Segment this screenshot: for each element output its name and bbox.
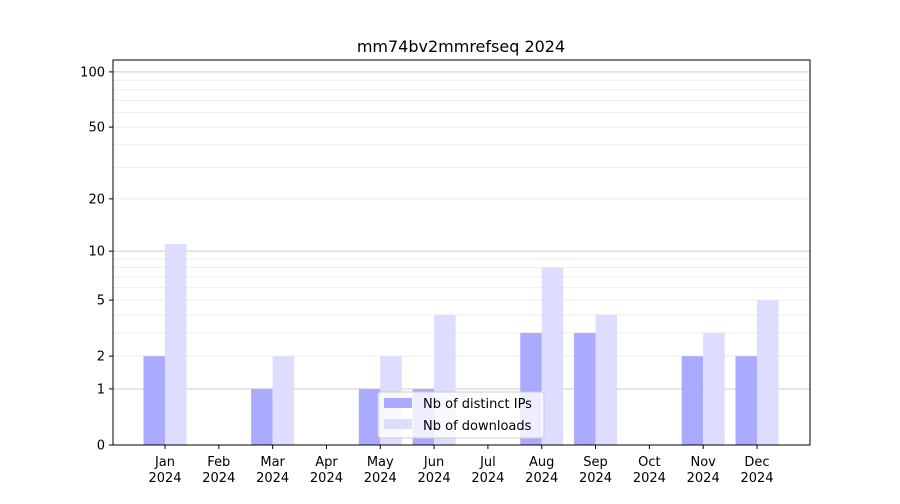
bar-ips <box>143 356 165 445</box>
bar-downloads <box>595 314 618 445</box>
x-tick-label-month: Mar <box>260 455 285 470</box>
grid <box>113 71 810 390</box>
x-tick-label-year: 2024 <box>418 471 451 486</box>
x-tick-label-year: 2024 <box>740 471 773 486</box>
y-axis: 0 1 2 5 10 20 50 100 <box>80 65 113 454</box>
legend: Nb of distinct IPs Nb of downloads <box>377 391 545 439</box>
x-tick-label-year: 2024 <box>471 471 504 486</box>
x-tick-label-month: May <box>367 455 394 470</box>
x-tick-label-year: 2024 <box>256 471 289 486</box>
x-tick-label-year: 2024 <box>687 471 720 486</box>
x-tick-label-month: Oct <box>638 455 660 470</box>
x-tick-label-month: Sep <box>583 455 608 470</box>
x-tick-label-year: 2024 <box>148 471 181 486</box>
bar-downloads <box>703 332 725 445</box>
x-tick-label-month: Feb <box>207 455 230 470</box>
x-tick-label-month: Jun <box>423 455 444 470</box>
x-tick-label-month: Jul <box>479 455 496 470</box>
bar-ips <box>358 388 381 445</box>
bar-ips <box>251 388 273 445</box>
bar-downloads <box>541 267 564 445</box>
chart-title: mm74bv2mmrefseq 2024 <box>357 37 565 56</box>
y-tick-label: 20 <box>88 192 105 207</box>
y-tick-label: 2 <box>97 350 105 365</box>
y-tick-label: 1 <box>97 382 105 397</box>
x-tick-label-month: Jan <box>154 455 175 470</box>
x-tick-label-year: 2024 <box>525 471 558 486</box>
bar-ips <box>735 356 757 445</box>
x-tick-label-year: 2024 <box>579 471 612 486</box>
bar-ips <box>681 356 704 445</box>
bar-ips <box>574 332 596 445</box>
legend-swatch-downloads <box>384 419 412 429</box>
x-tick-label-year: 2024 <box>364 471 397 486</box>
y-tick-label: 100 <box>80 65 105 80</box>
bar-downloads <box>165 244 187 445</box>
legend-label-downloads: Nb of downloads <box>423 419 532 434</box>
y-tick-label: 10 <box>88 245 105 260</box>
y-tick-label: 5 <box>97 294 105 309</box>
x-tick-label-month: Apr <box>315 455 338 470</box>
legend-swatch-ips <box>384 398 412 408</box>
plot-frame <box>112 59 811 446</box>
bar-downloads <box>757 300 779 445</box>
x-tick-label-month: Nov <box>690 455 716 470</box>
x-tick-label-year: 2024 <box>310 471 343 486</box>
y-tick-label: 0 <box>97 439 105 454</box>
x-tick-label-year: 2024 <box>633 471 666 486</box>
bar-downloads <box>272 356 295 445</box>
x-tick-label-year: 2024 <box>202 471 235 486</box>
x-axis: Jan2024Feb2024Mar2024Apr2024May2024Jun20… <box>148 445 774 486</box>
x-tick-label-month: Dec <box>744 455 769 470</box>
y-tick-label: 50 <box>88 121 105 136</box>
x-tick-label-month: Aug <box>529 455 554 470</box>
legend-label-ips: Nb of distinct IPs <box>423 397 532 412</box>
